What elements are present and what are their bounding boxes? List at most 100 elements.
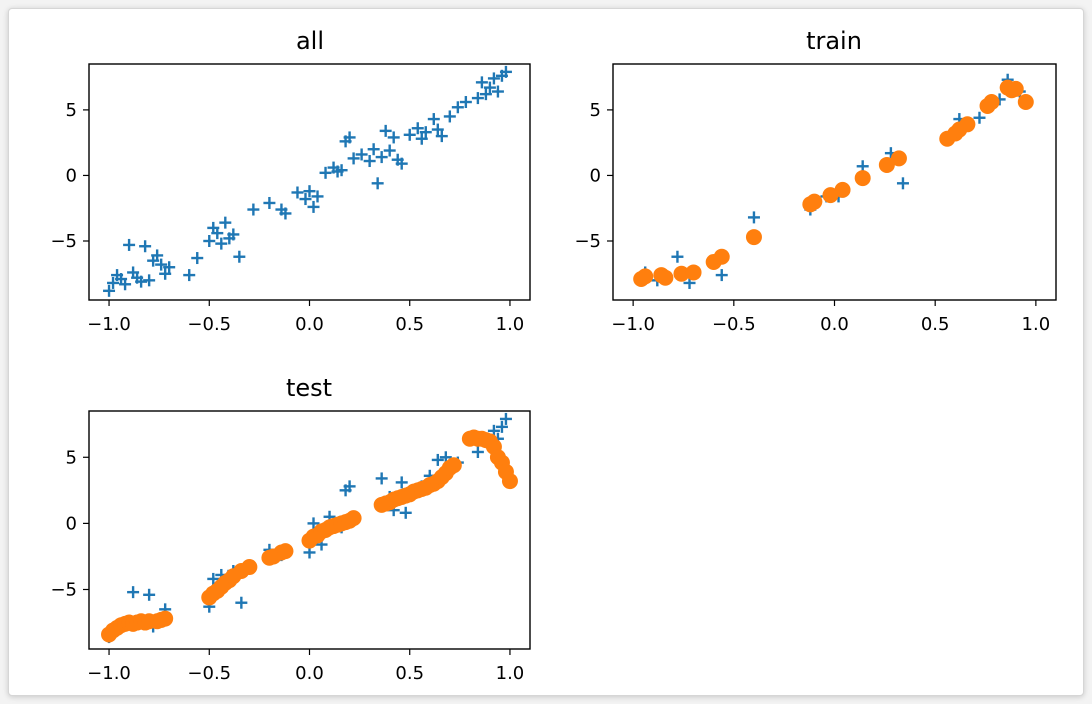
subplot-test: test −1.0 −0.5 0.0 0.5 1.0 −5 0 5 xyxy=(50,374,531,684)
data-point-plus xyxy=(395,476,408,489)
data-point-plus xyxy=(227,228,240,241)
data-point-plus xyxy=(127,586,140,599)
data-point-dot xyxy=(241,559,258,576)
data-point-plus xyxy=(375,151,388,164)
data-point-plus xyxy=(487,72,500,85)
data-point-dot xyxy=(983,94,1000,111)
data-point-dot xyxy=(445,457,462,474)
x-tick-label: −1.0 xyxy=(87,314,131,335)
data-point-plus xyxy=(471,445,484,458)
data-point-plus xyxy=(135,275,148,288)
y-tick-label: 5 xyxy=(66,447,77,468)
data-point-plus xyxy=(403,128,416,141)
data-point-dot xyxy=(501,473,518,490)
data-point-plus xyxy=(355,148,368,161)
data-point-plus xyxy=(159,267,172,280)
data-point-plus xyxy=(155,258,168,271)
data-point-plus xyxy=(459,96,472,109)
data-point-plus xyxy=(207,572,220,585)
data-point-dot xyxy=(713,248,730,265)
data-point-plus xyxy=(307,517,320,530)
data-point-dot xyxy=(637,268,654,285)
data-point-plus xyxy=(896,177,909,190)
data-point-plus xyxy=(163,261,176,274)
data-point-plus xyxy=(247,203,260,216)
data-point-plus xyxy=(107,276,120,289)
data-point-dot xyxy=(854,170,871,187)
data-point-plus xyxy=(303,185,316,198)
data-point-plus xyxy=(479,88,492,101)
data-point-plus xyxy=(347,152,360,165)
x-tick-label: 0.0 xyxy=(295,663,324,684)
data-point-dot xyxy=(834,181,851,198)
data-point-plus xyxy=(183,269,196,282)
subplot-train: train −1.0 −0.5 0.0 0.5 1.0 −5 0 5 xyxy=(574,27,1057,335)
data-point-plus xyxy=(367,143,380,156)
figure-card xyxy=(8,8,1084,696)
y-tick-label: −5 xyxy=(50,580,77,601)
data-point-plus xyxy=(123,238,136,251)
data-point-plus xyxy=(383,144,396,157)
data-point-plus xyxy=(495,420,508,433)
data-point-dot xyxy=(277,543,294,560)
data-point-plus xyxy=(363,155,376,168)
y-tick-label: −5 xyxy=(574,231,601,252)
data-point-plus xyxy=(399,506,412,519)
data-point-plus xyxy=(335,164,348,177)
data-point-dot xyxy=(685,264,702,281)
data-point-plus xyxy=(371,177,384,190)
data-point-dot xyxy=(745,229,762,246)
data-point-plus xyxy=(235,596,248,609)
data-point-dot xyxy=(959,116,976,133)
x-tick-label: 0.0 xyxy=(820,314,849,335)
x-tick-label: −0.5 xyxy=(712,314,756,335)
data-point-plus xyxy=(119,278,132,291)
data-point-plus xyxy=(411,122,424,135)
data-point-dot xyxy=(822,187,839,204)
data-point-plus xyxy=(475,76,488,89)
data-point-dot xyxy=(1007,80,1024,97)
axes-frame xyxy=(88,63,531,301)
data-point-plus xyxy=(375,472,388,485)
y-tick-label: 5 xyxy=(66,100,77,121)
data-point-plus xyxy=(427,113,440,126)
data-point-plus xyxy=(431,123,444,136)
data-point-dot xyxy=(157,610,174,627)
data-point-plus xyxy=(395,157,408,170)
data-point-plus xyxy=(499,412,512,425)
data-point-plus xyxy=(279,207,292,220)
data-point-plus xyxy=(263,196,276,209)
data-point-plus xyxy=(379,124,392,137)
y-tick-label: 0 xyxy=(66,165,77,186)
data-point-dot xyxy=(673,265,690,282)
data-point-plus xyxy=(139,240,152,253)
subplot-title: all xyxy=(296,27,324,55)
data-point-plus xyxy=(387,131,400,144)
subplot-all: all −1.0 −0.5 0.0 0.5 1.0 −5 0 5 xyxy=(50,27,531,335)
data-point-plus xyxy=(415,132,428,145)
subplot-title: test xyxy=(286,374,332,402)
y-tick-label: 0 xyxy=(590,165,601,186)
data-point-plus xyxy=(483,81,496,94)
data-point-plus xyxy=(299,193,312,206)
data-point-dot xyxy=(890,150,907,167)
data-point-plus xyxy=(499,65,512,78)
data-point-dot xyxy=(657,269,674,286)
x-tick-label: −0.5 xyxy=(187,663,231,684)
data-point-plus xyxy=(215,237,228,250)
data-point-plus xyxy=(143,588,156,601)
y-tick-label: 0 xyxy=(66,513,77,534)
data-point-plus xyxy=(419,126,432,139)
x-tick-label: 0.5 xyxy=(395,314,424,335)
x-tick-label: 1.0 xyxy=(1022,314,1051,335)
data-point-plus xyxy=(343,131,356,144)
data-point-plus xyxy=(671,250,684,263)
data-point-plus xyxy=(143,274,156,287)
data-point-dot xyxy=(878,156,895,173)
data-point-plus xyxy=(319,166,332,179)
data-point-plus xyxy=(191,252,204,265)
x-tick-label: 0.0 xyxy=(295,314,324,335)
x-tick-label: −0.5 xyxy=(187,314,231,335)
x-tick-label: −1.0 xyxy=(87,663,131,684)
